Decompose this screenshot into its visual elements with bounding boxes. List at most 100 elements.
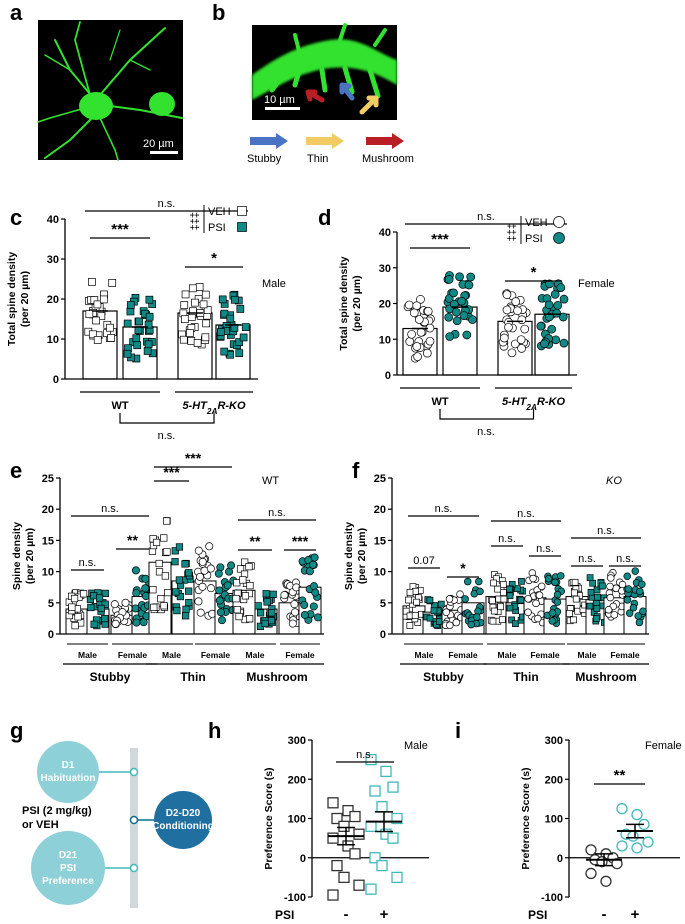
data-point (449, 288, 458, 298)
data-point (405, 337, 415, 346)
data-point (529, 574, 537, 583)
data-point (414, 315, 424, 324)
data-point (500, 595, 508, 603)
data-point (422, 348, 432, 358)
data-point (416, 327, 426, 337)
data-point (199, 300, 208, 309)
data-point (456, 590, 464, 598)
data-point (570, 616, 577, 624)
data-point (426, 614, 434, 622)
chart-f-y-tick-label: 5 (380, 598, 386, 610)
data-point (246, 582, 254, 590)
data-point (74, 613, 82, 621)
data-point (214, 569, 223, 578)
data-point (176, 592, 184, 601)
genotype-label: KO (606, 475, 622, 487)
step-d2-circle (154, 791, 212, 849)
bottom-bracket-label: n.s. (477, 426, 495, 438)
timeline-g: D1 Habituation D2-D20 Conditioning D21 P… (22, 741, 214, 908)
chart-d-y-tick-label: 30 (379, 263, 391, 275)
chart-h: -100 0 100 200 300 Preference Score (s) - + PSI n… (263, 735, 429, 923)
legend-psi-marker (237, 222, 247, 232)
data-point (611, 857, 623, 870)
panel-letter-i: i (455, 718, 461, 743)
data-point (571, 589, 578, 597)
data-point (331, 859, 343, 872)
data-point (245, 563, 253, 571)
data-point (106, 323, 114, 332)
data-point (218, 616, 227, 625)
data-point (623, 596, 632, 604)
chart-i-y-tick-label: 300 (545, 735, 563, 747)
data-point (506, 604, 514, 612)
data-point (497, 603, 505, 611)
chart-f-y-tick-label: 20 (374, 504, 386, 516)
panel-letter-b: b (212, 0, 225, 25)
data-point (215, 596, 224, 605)
data-point (445, 332, 455, 341)
data-point (444, 275, 454, 284)
legend-psi-label: PSI (525, 233, 543, 245)
data-point (508, 616, 515, 624)
data-point (107, 334, 115, 342)
data-point (610, 611, 619, 619)
data-point (506, 585, 513, 593)
data-point (520, 324, 530, 334)
data-point (536, 321, 546, 331)
data-point (92, 316, 100, 325)
data-point (181, 290, 190, 299)
data-point (132, 618, 141, 627)
data-point (507, 348, 517, 358)
data-point (179, 335, 188, 344)
data-point (143, 347, 152, 355)
data-point (310, 553, 319, 562)
data-point (369, 785, 381, 797)
data-point (182, 612, 190, 620)
data-point (191, 298, 199, 307)
data-point (305, 567, 314, 576)
data-point (623, 572, 631, 581)
data-point (416, 295, 425, 304)
legend-veh-marker (553, 216, 565, 228)
data-point (290, 600, 299, 609)
data-point (376, 801, 388, 813)
data-point (517, 315, 527, 325)
data-point (500, 589, 507, 596)
chart-e: 0 5 10 15 20 25 Spine density (per 20 µm) Male Fe… (11, 450, 324, 684)
data-point (311, 588, 320, 597)
data-point (88, 330, 97, 339)
sex-label: Male (404, 740, 428, 752)
sig-bracket-label: ** (614, 767, 626, 784)
bottom-bracket (439, 409, 535, 420)
group-label: - (344, 906, 349, 923)
category-label-mushroom: Mushroom (575, 670, 636, 684)
legend-stubby-label: Stubby (247, 153, 282, 165)
bracket-thin_mid-label: *** (163, 464, 180, 480)
data-point (627, 830, 639, 842)
bracket-thin_top-label: n.s. (517, 508, 535, 520)
panel-letter-d: d (318, 205, 331, 230)
data-point (499, 581, 507, 588)
data-point (586, 602, 594, 610)
data-point (642, 836, 654, 848)
bracket-stubby_top-label: n.s. (435, 503, 453, 515)
data-point (599, 582, 606, 590)
sex-label-female: Female (448, 650, 478, 660)
bracket-mushroom_male-label: n.s. (578, 553, 596, 565)
chart-c-y-tick-label: 0 (53, 374, 59, 386)
data-point (365, 820, 377, 832)
bracket-mushroom_female-label: *** (292, 533, 309, 549)
scale-bar-b-label: 10 µm (264, 94, 295, 106)
data-point (517, 596, 525, 604)
bracket-mushroom_male-label: ** (250, 533, 261, 549)
data-point (457, 296, 466, 306)
data-point (606, 593, 615, 602)
sex-label: Female (645, 740, 682, 752)
data-point (235, 338, 244, 346)
chart-h-y-label: Preference Score (s) (263, 767, 275, 869)
data-point (516, 335, 526, 345)
data-point (425, 336, 435, 346)
legend-crosses: ‡‡‡ (188, 212, 200, 230)
ko-bracket-label: * (211, 250, 217, 267)
group-label-wt: WT (111, 400, 128, 412)
